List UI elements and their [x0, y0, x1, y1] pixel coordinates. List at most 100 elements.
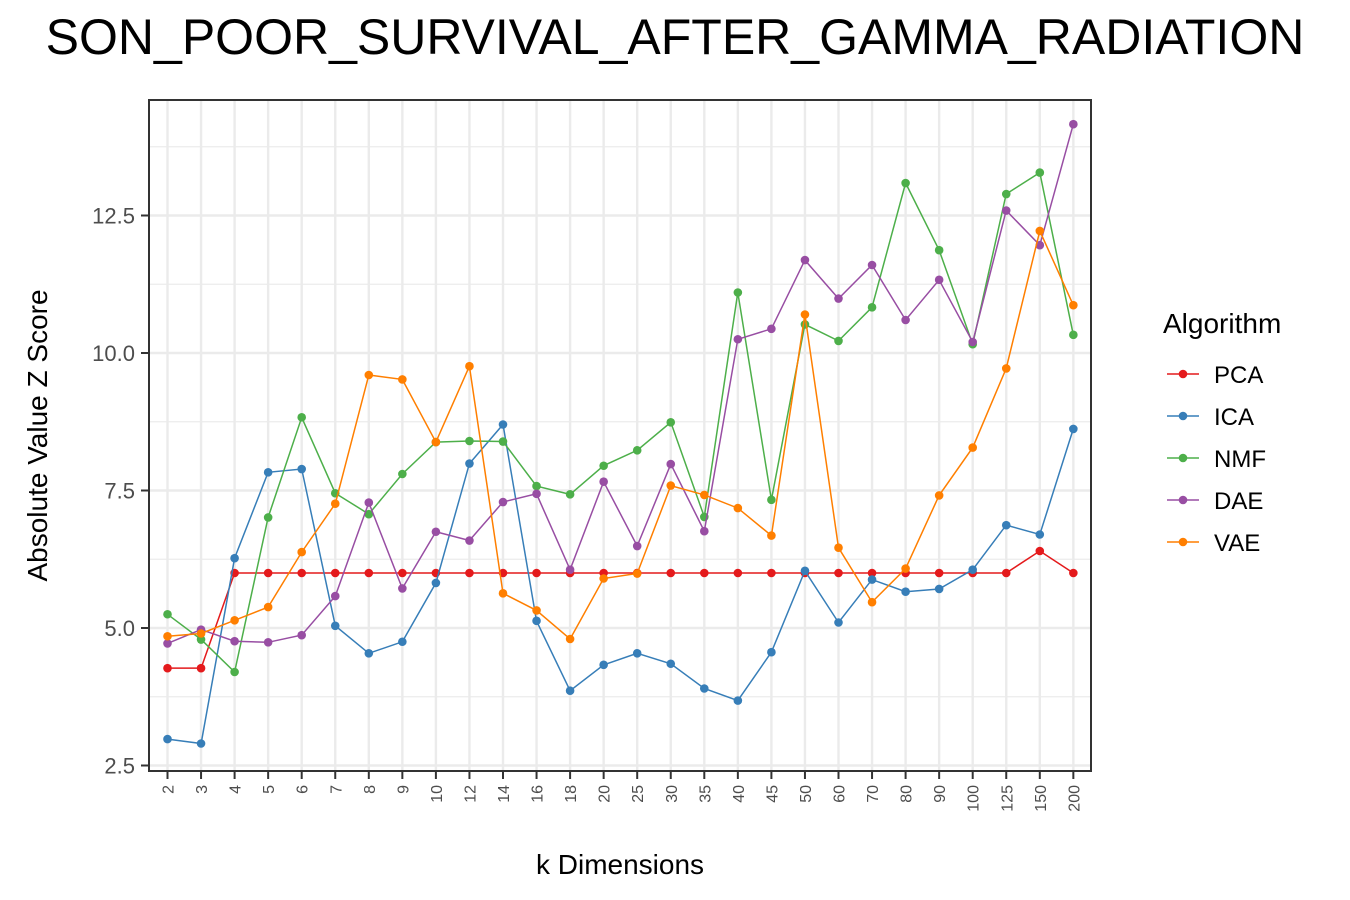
data-point-dae — [901, 315, 910, 325]
data-point-nmf — [733, 288, 743, 297]
data-point-vae — [532, 606, 541, 615]
y-tick-label: 2.5 — [104, 754, 135, 779]
series-pca — [163, 546, 1078, 673]
data-point-pca — [700, 568, 709, 578]
legend: Algorithm PCA ICA NMF DAE VAE — [1163, 308, 1281, 557]
data-point-dae — [364, 498, 374, 507]
data-point-dae — [599, 477, 608, 487]
data-point-ica — [700, 684, 709, 693]
data-point-vae — [297, 547, 307, 557]
data-point-dae — [263, 638, 273, 647]
data-point-vae — [398, 375, 407, 384]
legend-item-pca: PCA — [1167, 362, 1263, 389]
legend-item-vae: VAE — [1167, 530, 1260, 557]
data-point-nmf — [599, 461, 608, 471]
data-point-pca — [733, 568, 743, 578]
data-point-ica — [297, 464, 307, 474]
x-tick-label: 12 — [462, 785, 479, 803]
legend-item-dae: DAE — [1167, 488, 1263, 515]
x-tick-label: 3 — [194, 785, 211, 794]
series-ica — [163, 420, 1078, 748]
data-point-vae — [431, 437, 441, 447]
legend-key-point — [1178, 537, 1188, 547]
data-point-vae — [163, 631, 172, 641]
data-point-ica — [968, 565, 977, 574]
x-tick-label: 16 — [530, 785, 547, 803]
data-point-vae — [330, 499, 340, 509]
x-tick-label: 35 — [697, 785, 714, 803]
data-point-ica — [901, 587, 910, 596]
data-point-vae — [901, 564, 910, 573]
data-point-dae — [934, 275, 944, 285]
data-point-vae — [230, 616, 239, 625]
data-point-vae — [565, 634, 575, 644]
x-tick-label: 18 — [563, 785, 580, 803]
x-tick-label: 60 — [832, 785, 849, 803]
data-point-dae — [398, 584, 407, 593]
data-point-vae — [599, 574, 608, 583]
data-point-dae — [733, 334, 743, 344]
data-point-dae — [767, 324, 776, 334]
data-point-pca — [666, 568, 676, 578]
x-tick-label: 125 — [999, 785, 1016, 812]
legend-key-point — [1178, 369, 1188, 379]
data-point-dae — [330, 591, 340, 601]
data-point-pca — [364, 568, 374, 578]
data-point-ica — [934, 584, 944, 594]
series-line-nmf — [167, 171, 1075, 674]
data-point-nmf — [901, 178, 910, 188]
data-point-nmf — [1069, 330, 1078, 340]
x-tick-label: 2 — [161, 785, 178, 794]
x-tick-label: 20 — [597, 785, 614, 803]
data-point-dae — [1035, 240, 1045, 250]
data-point-ica — [1069, 424, 1078, 434]
data-point-pca — [934, 568, 944, 578]
series-dae — [163, 119, 1078, 648]
data-point-nmf — [800, 320, 810, 329]
x-tick-label: 70 — [865, 785, 882, 803]
data-point-dae — [968, 337, 977, 347]
data-point-ica — [800, 566, 810, 576]
data-point-nmf — [767, 495, 776, 505]
data-point-dae — [867, 260, 877, 270]
data-point-ica — [1001, 520, 1011, 530]
x-tick-label: 90 — [932, 785, 949, 803]
x-tick-label: 7 — [328, 785, 345, 794]
data-point-vae — [1035, 226, 1045, 236]
data-point-ica — [767, 647, 776, 657]
data-point-pca — [834, 568, 843, 578]
data-point-vae — [834, 543, 843, 552]
data-point-dae — [1001, 206, 1011, 215]
data-point-ica — [163, 734, 172, 744]
data-point-nmf — [1035, 168, 1045, 177]
x-tick-label: 30 — [664, 785, 681, 803]
data-point-dae — [666, 459, 676, 469]
data-point-ica — [263, 468, 273, 477]
grid-lines — [149, 100, 1091, 771]
data-point-dae — [1069, 119, 1078, 129]
data-point-ica — [364, 649, 374, 658]
data-point-nmf — [297, 413, 307, 422]
y-tick-label: 10.0 — [92, 341, 135, 366]
x-tick-label: 25 — [630, 785, 647, 803]
legend-label: NMF — [1214, 446, 1266, 473]
data-point-dae — [431, 527, 441, 537]
data-point-pca — [297, 568, 307, 578]
data-point-pca — [867, 568, 877, 578]
data-point-pca — [330, 568, 340, 578]
data-point-nmf — [632, 446, 642, 455]
data-point-vae — [800, 310, 810, 319]
x-tick-label: 6 — [295, 785, 312, 794]
data-point-nmf — [867, 303, 877, 312]
data-point-ica — [196, 739, 206, 748]
data-point-dae — [834, 294, 843, 303]
data-point-vae — [767, 531, 776, 540]
data-point-pca — [532, 568, 541, 578]
data-point-pca — [1069, 568, 1078, 578]
legend-item-nmf: NMF — [1167, 446, 1266, 473]
data-point-vae — [465, 361, 474, 371]
y-tick-label: 7.5 — [104, 479, 135, 504]
data-point-dae — [163, 639, 172, 648]
data-point-ica — [565, 686, 575, 695]
data-point-ica — [498, 420, 508, 429]
